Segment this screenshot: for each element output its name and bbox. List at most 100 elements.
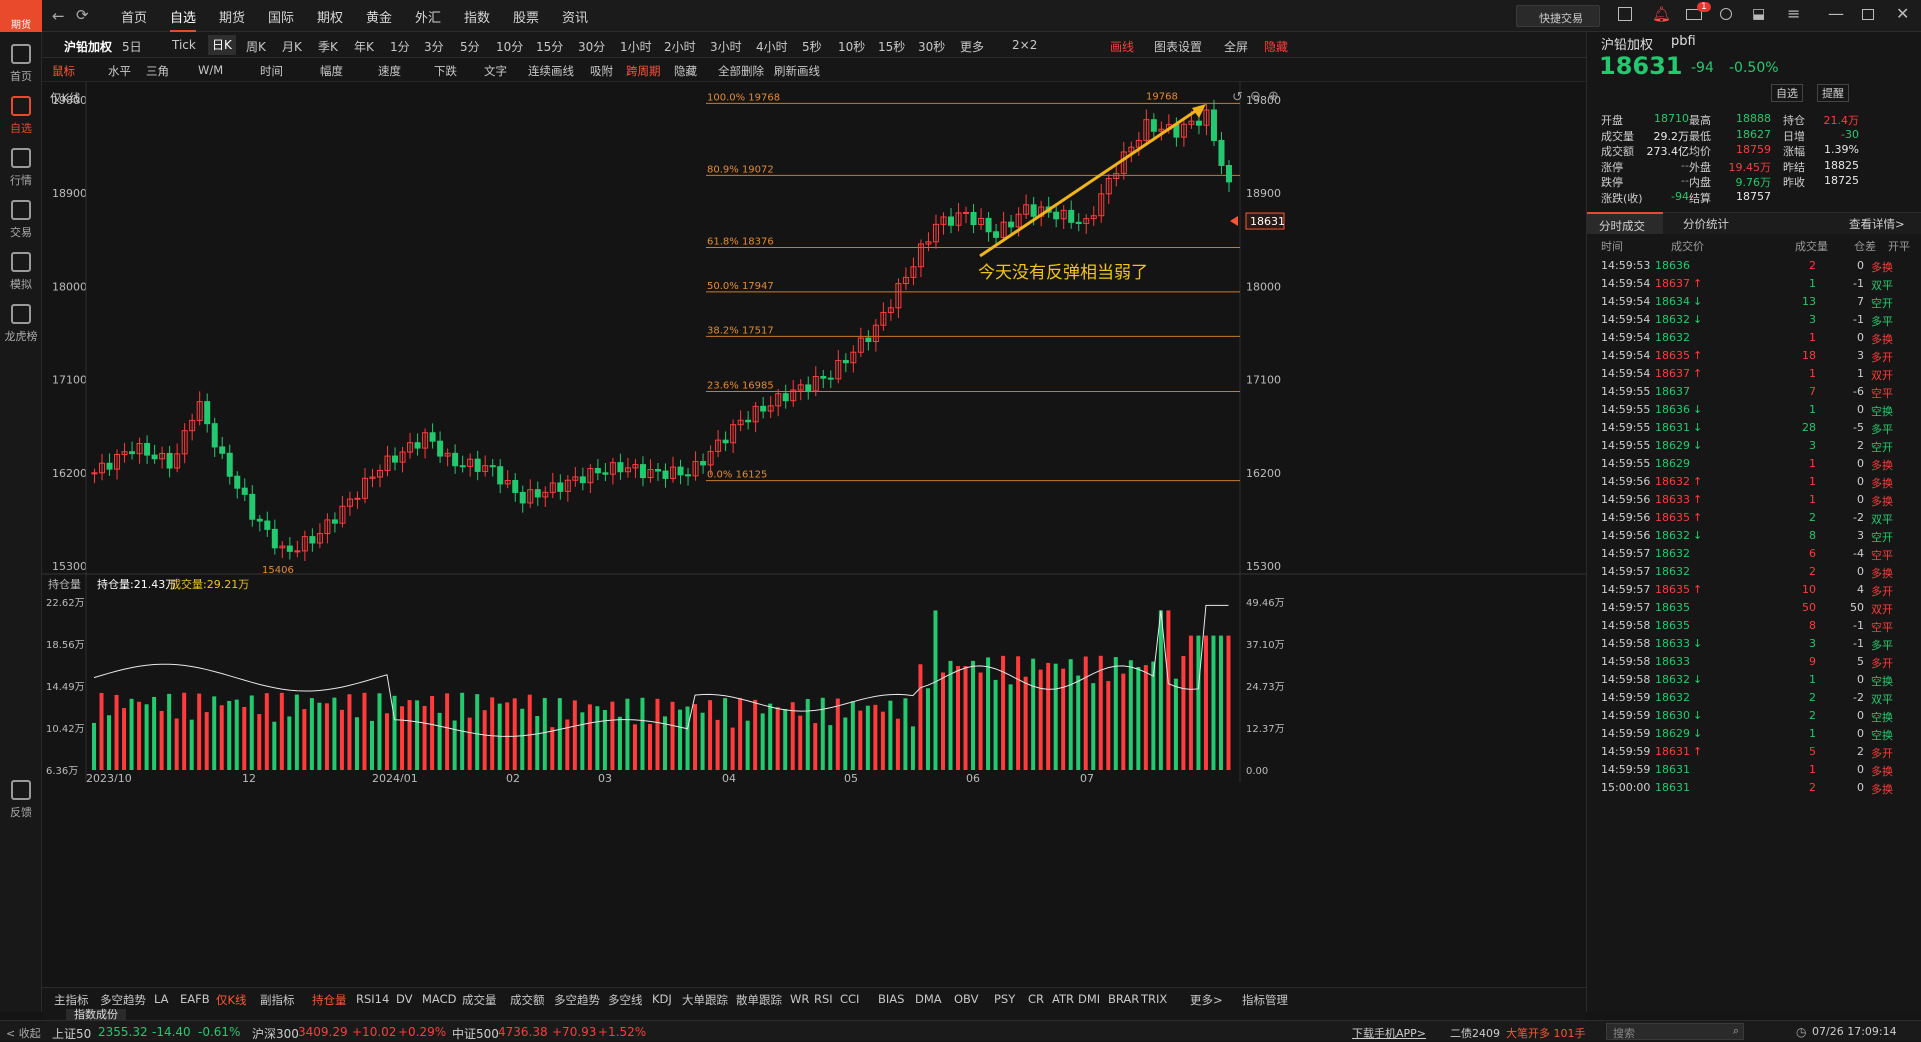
period-10[interactable]: 5分 xyxy=(460,40,480,54)
indicator-28[interactable]: TRIX xyxy=(1141,992,1168,1006)
tool-3[interactable]: W/M xyxy=(198,63,224,77)
bell-icon[interactable]: 🔔︎ xyxy=(1652,5,1672,23)
period-13[interactable]: 30分 xyxy=(578,40,606,54)
indicator-17[interactable]: WR xyxy=(790,992,810,1006)
period-12[interactable]: 15分 xyxy=(536,40,564,54)
period-23[interactable]: 2×2 xyxy=(1012,38,1038,52)
indicator-13[interactable]: 多空线 xyxy=(608,993,643,1007)
leftnav-item-2[interactable]: 行情 xyxy=(0,148,42,188)
period-19[interactable]: 10秒 xyxy=(838,40,866,54)
leftnav-item-0[interactable]: 首页 xyxy=(0,44,42,84)
indicator-11[interactable]: 成交额 xyxy=(510,993,545,1007)
period-6[interactable]: 季K xyxy=(318,40,338,54)
topnav-8[interactable]: 股票 xyxy=(513,11,540,26)
indicator-0[interactable]: 主指标 xyxy=(54,993,89,1007)
menu-icon[interactable]: ≡ xyxy=(1787,4,1801,23)
indicator-15[interactable]: 大单跟踪 xyxy=(682,993,728,1007)
tool-2[interactable]: 三角 xyxy=(146,64,169,78)
period-4[interactable]: 周K xyxy=(246,40,266,54)
indicator-8[interactable]: DV xyxy=(396,992,413,1006)
minimize-icon[interactable]: — xyxy=(1828,4,1844,23)
period-3[interactable]: 日K xyxy=(208,35,236,55)
period-16[interactable]: 3小时 xyxy=(710,40,742,54)
indicator-9[interactable]: MACD xyxy=(422,992,457,1006)
indicator-29[interactable]: 更多> xyxy=(1190,993,1223,1007)
refresh-icon[interactable]: ⟳ xyxy=(76,6,89,24)
period-18[interactable]: 5秒 xyxy=(802,40,822,54)
fullscreen-button[interactable]: 全屏 xyxy=(1224,40,1249,54)
period-22[interactable]: 更多 xyxy=(960,40,985,54)
indicator-25[interactable]: ATR xyxy=(1052,992,1074,1006)
period-7[interactable]: 年K xyxy=(354,40,374,54)
tool-4[interactable]: 时间 xyxy=(260,64,283,78)
search-box[interactable]: 搜索 ⌕ xyxy=(1606,1023,1744,1040)
period-20[interactable]: 15秒 xyxy=(878,40,906,54)
kline-chart[interactable]: 19800 19800 18900 18900 18000 18000 17100 17100… xyxy=(42,82,1586,782)
window-icon[interactable] xyxy=(1618,7,1632,21)
user-icon[interactable] xyxy=(1720,8,1732,20)
indicator-14[interactable]: KDJ xyxy=(652,992,672,1006)
indicator-18[interactable]: RSI xyxy=(814,992,833,1006)
collapse-button[interactable]: < 收起 xyxy=(6,1027,41,1040)
period-0[interactable]: 沪铅加权 xyxy=(64,40,113,54)
mail-icon[interactable] xyxy=(1686,9,1702,20)
period-21[interactable]: 30秒 xyxy=(918,40,946,54)
search-icon[interactable]: ⌕ xyxy=(1732,1024,1739,1037)
chart-settings-button[interactable]: 图表设置 xyxy=(1154,40,1203,54)
tool-9[interactable]: 连续画线 xyxy=(528,64,574,78)
indicator-5[interactable]: 副指标 xyxy=(260,993,295,1007)
indicator-3[interactable]: EAFB xyxy=(180,992,210,1006)
leftnav-item-6[interactable]: 反馈 xyxy=(0,780,42,820)
index-name-2[interactable]: 中证500 xyxy=(452,1027,499,1041)
topnav-0[interactable]: 首页 xyxy=(121,11,148,26)
tool-14[interactable]: 刷新画线 xyxy=(774,64,820,78)
quick-trade-button[interactable]: 快捷交易 xyxy=(1516,5,1600,27)
indicator-16[interactable]: 散单跟踪 xyxy=(736,993,782,1007)
indicator-20[interactable]: BIAS xyxy=(878,992,905,1006)
tool-5[interactable]: 幅度 xyxy=(320,64,343,78)
topnav-3[interactable]: 国际 xyxy=(268,11,295,26)
indicator-2[interactable]: LA xyxy=(154,992,169,1006)
leftnav-item-5[interactable]: 龙虎榜 xyxy=(0,304,42,344)
zoom-in-icon[interactable]: ⊕ xyxy=(1268,89,1279,104)
topnav-9[interactable]: 资讯 xyxy=(562,11,589,26)
indicator-1[interactable]: 多空趋势 xyxy=(100,993,146,1007)
period-2[interactable]: Tick xyxy=(172,38,196,52)
topnav-1[interactable]: 自选 xyxy=(170,7,197,32)
period-15[interactable]: 2小时 xyxy=(664,40,696,54)
indicator-10[interactable]: 成交量 xyxy=(462,993,497,1007)
shirt-icon[interactable]: ⬓ xyxy=(1752,6,1766,22)
topnav-4[interactable]: 期权 xyxy=(317,11,344,26)
topnav-6[interactable]: 外汇 xyxy=(415,11,442,26)
indicator-12[interactable]: 多空趋势 xyxy=(554,993,600,1007)
leftnav-item-1[interactable]: 自选 xyxy=(0,96,42,136)
tool-8[interactable]: 文字 xyxy=(484,64,507,78)
chart-area[interactable]: 19800 19800 18900 18900 18000 18000 17100 17100… xyxy=(42,82,1586,782)
indicator-23[interactable]: PSY xyxy=(994,992,1016,1006)
indicator-21[interactable]: DMA xyxy=(915,992,942,1006)
trade-tab-0[interactable]: 分时成交 xyxy=(1587,212,1663,234)
leftnav-item-3[interactable]: 交易 xyxy=(0,200,42,240)
indicator-4[interactable]: 仅K线 xyxy=(216,993,247,1007)
indicator-27[interactable]: BRAR xyxy=(1108,992,1140,1006)
period-1[interactable]: 5日 xyxy=(122,40,142,54)
period-8[interactable]: 1分 xyxy=(390,40,410,54)
tool-7[interactable]: 下跌 xyxy=(434,64,457,78)
undo-icon[interactable]: ↺ xyxy=(1232,90,1243,105)
chart-mode-dropdown[interactable]: 仅K线 xyxy=(50,91,81,105)
index-tab[interactable]: 指数成份 xyxy=(66,1009,126,1020)
indicator-26[interactable]: DMI xyxy=(1078,992,1101,1006)
app-logo[interactable]: 期货 xyxy=(0,0,42,32)
app-download-link[interactable]: 下载手机APP> xyxy=(1352,1027,1427,1040)
indicator-6[interactable]: 持仓量 xyxy=(312,993,347,1007)
tool-0[interactable]: 鼠标 xyxy=(52,64,75,78)
close-icon[interactable]: ✕ xyxy=(1896,4,1910,23)
trade-tab-1[interactable]: 分价统计 xyxy=(1683,217,1729,231)
period-14[interactable]: 1小时 xyxy=(620,40,652,54)
tool-10[interactable]: 吸附 xyxy=(590,64,613,78)
back-icon[interactable]: ← xyxy=(52,7,65,25)
hide-button[interactable]: 隐藏 xyxy=(1264,40,1289,54)
fav-button[interactable]: 自选 xyxy=(1771,84,1803,102)
tool-1[interactable]: 水平 xyxy=(108,64,131,78)
period-17[interactable]: 4小时 xyxy=(756,40,788,54)
